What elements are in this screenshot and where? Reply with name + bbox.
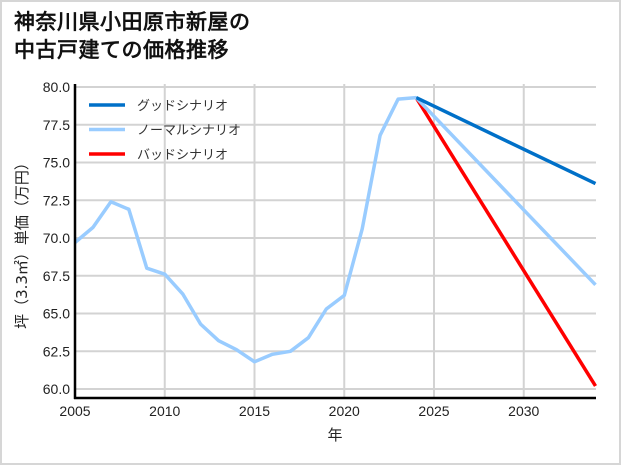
x-axis-label: 年 bbox=[327, 426, 342, 444]
y-tick-label: 77.5 bbox=[43, 117, 70, 133]
data-lines bbox=[73, 95, 597, 387]
y-tick-label: 65.0 bbox=[43, 306, 70, 322]
x-tick-label: 2020 bbox=[329, 403, 360, 419]
x-tick-label: 2015 bbox=[239, 403, 270, 419]
y-tick-label: 60.0 bbox=[43, 381, 70, 397]
series-line-1 bbox=[414, 96, 597, 287]
axes bbox=[73, 84, 596, 400]
series-line-0 bbox=[415, 96, 597, 186]
chart-title-line-2: 中古戸建ての価格推移 bbox=[14, 38, 229, 62]
chart-title: 神奈川県小田原市新屋の 中古戸建ての価格推移 bbox=[14, 8, 251, 64]
y-tick-label: 80.0 bbox=[43, 79, 70, 95]
x-tick-label: 2030 bbox=[508, 403, 539, 419]
y-tick-label: 67.5 bbox=[43, 268, 70, 284]
y-axis-label: 坪（3.3㎡）単価（万円） bbox=[13, 155, 31, 329]
y-tick-label: 72.5 bbox=[43, 192, 70, 208]
legend-label-2: バッドシナリオ bbox=[137, 148, 228, 163]
historical-line bbox=[73, 95, 417, 364]
x-tick-label: 2010 bbox=[149, 403, 180, 419]
legend-label-0: グッドシナリオ bbox=[137, 99, 228, 114]
series-line-2 bbox=[414, 96, 597, 387]
grid-lines bbox=[75, 84, 596, 398]
y-tick-label: 70.0 bbox=[43, 230, 70, 246]
y-tick-label: 62.5 bbox=[43, 343, 70, 359]
legend-label-1: ノーマルシナリオ bbox=[137, 124, 241, 139]
x-tick-label: 2025 bbox=[418, 403, 449, 419]
tick-labels: 60.0 62.5 65.0 67.5 70.0 72.5 75.0 77.5 80.0 2005… bbox=[43, 79, 540, 419]
y-tick-label: 75.0 bbox=[43, 155, 70, 171]
x-tick-label: 2005 bbox=[59, 403, 90, 419]
chart-title-line-1: 神奈川県小田原市新屋の bbox=[14, 10, 251, 34]
